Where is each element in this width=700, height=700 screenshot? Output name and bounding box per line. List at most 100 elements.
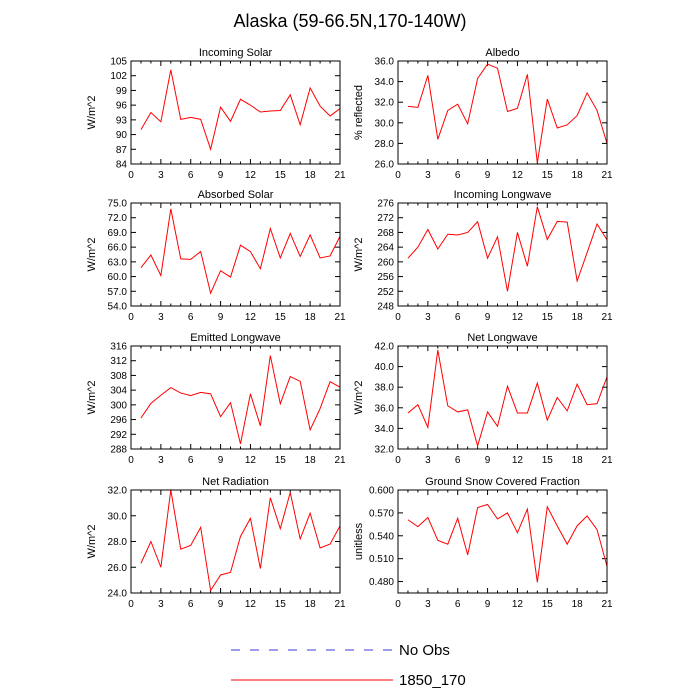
y-tick-label: 288 [110, 445, 127, 456]
y-tick-label: 32.0 [375, 445, 395, 456]
y-tick-label: 72.0 [108, 213, 128, 224]
y-tick-label: 69.0 [108, 228, 128, 239]
x-tick-label: 15 [542, 455, 554, 466]
plot-frame [397, 202, 608, 307]
y-tick-label: 99 [116, 86, 128, 97]
y-tick-label: 0.600 [369, 486, 394, 497]
x-tick-label: 9 [485, 599, 491, 610]
x-tick-label: 0 [128, 312, 134, 323]
x-tick-label: 12 [245, 599, 257, 610]
y-tick-label: 102 [110, 71, 127, 82]
x-tick-label: 12 [245, 312, 257, 323]
series-line [407, 206, 608, 292]
y-tick-label: 36.0 [375, 403, 395, 414]
y-tick-label: 0.510 [369, 554, 394, 565]
y-axis-label: W/m^2 [86, 96, 98, 130]
plot-frame [130, 60, 341, 165]
x-tick-label: 18 [305, 312, 317, 323]
panel-title: Albedo [485, 47, 519, 59]
y-tick-label: 0.570 [369, 508, 394, 519]
y-tick-label: 34.0 [375, 77, 395, 88]
y-tick-label: 93 [116, 115, 128, 126]
plot-frame [130, 345, 341, 450]
panel-title: Incoming Solar [199, 47, 273, 59]
series-line [407, 63, 608, 164]
series-line [140, 489, 341, 592]
legend-label: No Obs [399, 642, 450, 659]
x-tick-label: 21 [601, 599, 613, 610]
y-tick-label: 276 [377, 199, 394, 210]
x-tick-label: 0 [395, 170, 401, 181]
plot-frame [397, 60, 608, 165]
x-tick-label: 6 [188, 312, 194, 323]
x-tick-label: 6 [188, 455, 194, 466]
y-tick-label: 292 [110, 430, 127, 441]
panel-title: Ground Snow Covered Fraction [425, 476, 580, 488]
x-tick-label: 9 [485, 455, 491, 466]
x-tick-label: 0 [395, 599, 401, 610]
series-line [140, 69, 341, 152]
y-tick-label: 264 [377, 243, 394, 254]
y-tick-label: 316 [110, 342, 127, 353]
x-tick-label: 6 [188, 599, 194, 610]
y-tick-label: 63.0 [108, 257, 128, 268]
x-tick-label: 6 [188, 170, 194, 181]
x-tick-label: 12 [512, 312, 524, 323]
x-tick-label: 9 [218, 599, 224, 610]
plot-frame [397, 345, 608, 450]
x-tick-label: 21 [601, 312, 613, 323]
x-tick-label: 12 [512, 455, 524, 466]
x-tick-label: 6 [455, 312, 461, 323]
legend-label: 1850_170 [399, 672, 466, 689]
x-tick-label: 15 [542, 170, 554, 181]
x-tick-label: 3 [425, 170, 431, 181]
y-tick-label: 256 [377, 272, 394, 283]
series-line [140, 355, 341, 444]
y-tick-label: 42.0 [375, 342, 395, 353]
series-line [140, 208, 341, 295]
x-tick-label: 18 [305, 170, 317, 181]
x-tick-label: 18 [572, 599, 584, 610]
y-tick-label: 312 [110, 356, 127, 367]
y-axis-label: W/m^2 [86, 381, 98, 415]
x-tick-label: 3 [158, 312, 164, 323]
x-tick-label: 18 [572, 170, 584, 181]
x-tick-label: 12 [512, 599, 524, 610]
panel-6: Net Longwave W/m^2 0 3 6 9 12 15 18 21 32.0 34.0 36.… [353, 332, 613, 466]
panel-title: Emitted Longwave [190, 332, 281, 344]
x-tick-label: 18 [305, 599, 317, 610]
y-tick-label: 26.0 [375, 160, 395, 171]
y-axis-label: W/m^2 [86, 525, 98, 559]
x-tick-label: 15 [542, 312, 554, 323]
y-axis-label: W/m^2 [353, 381, 365, 415]
x-tick-label: 21 [334, 599, 346, 610]
x-tick-label: 0 [395, 312, 401, 323]
x-tick-label: 9 [218, 455, 224, 466]
x-tick-label: 3 [158, 599, 164, 610]
figure-title: Alaska (59-66.5N,170-140W) [233, 11, 466, 31]
y-tick-label: 57.0 [108, 287, 128, 298]
x-tick-label: 9 [218, 170, 224, 181]
y-tick-label: 87 [116, 145, 128, 156]
y-tick-label: 0.480 [369, 577, 394, 588]
y-axis-label: W/m^2 [86, 238, 98, 272]
x-tick-label: 9 [485, 312, 491, 323]
x-tick-label: 15 [275, 312, 287, 323]
x-tick-label: 9 [218, 312, 224, 323]
series-line [407, 350, 608, 448]
y-tick-label: 26.0 [108, 563, 128, 574]
plot-frame [130, 202, 341, 307]
y-tick-label: 268 [377, 228, 394, 239]
y-tick-label: 40.0 [375, 362, 395, 373]
x-tick-label: 12 [512, 170, 524, 181]
x-tick-label: 3 [158, 455, 164, 466]
y-tick-label: 28.0 [375, 139, 395, 150]
x-tick-label: 18 [572, 455, 584, 466]
y-tick-label: 60.0 [108, 272, 128, 283]
x-tick-label: 6 [455, 170, 461, 181]
panel-title: Net Longwave [467, 332, 537, 344]
x-tick-label: 21 [334, 455, 346, 466]
x-tick-label: 18 [305, 455, 317, 466]
